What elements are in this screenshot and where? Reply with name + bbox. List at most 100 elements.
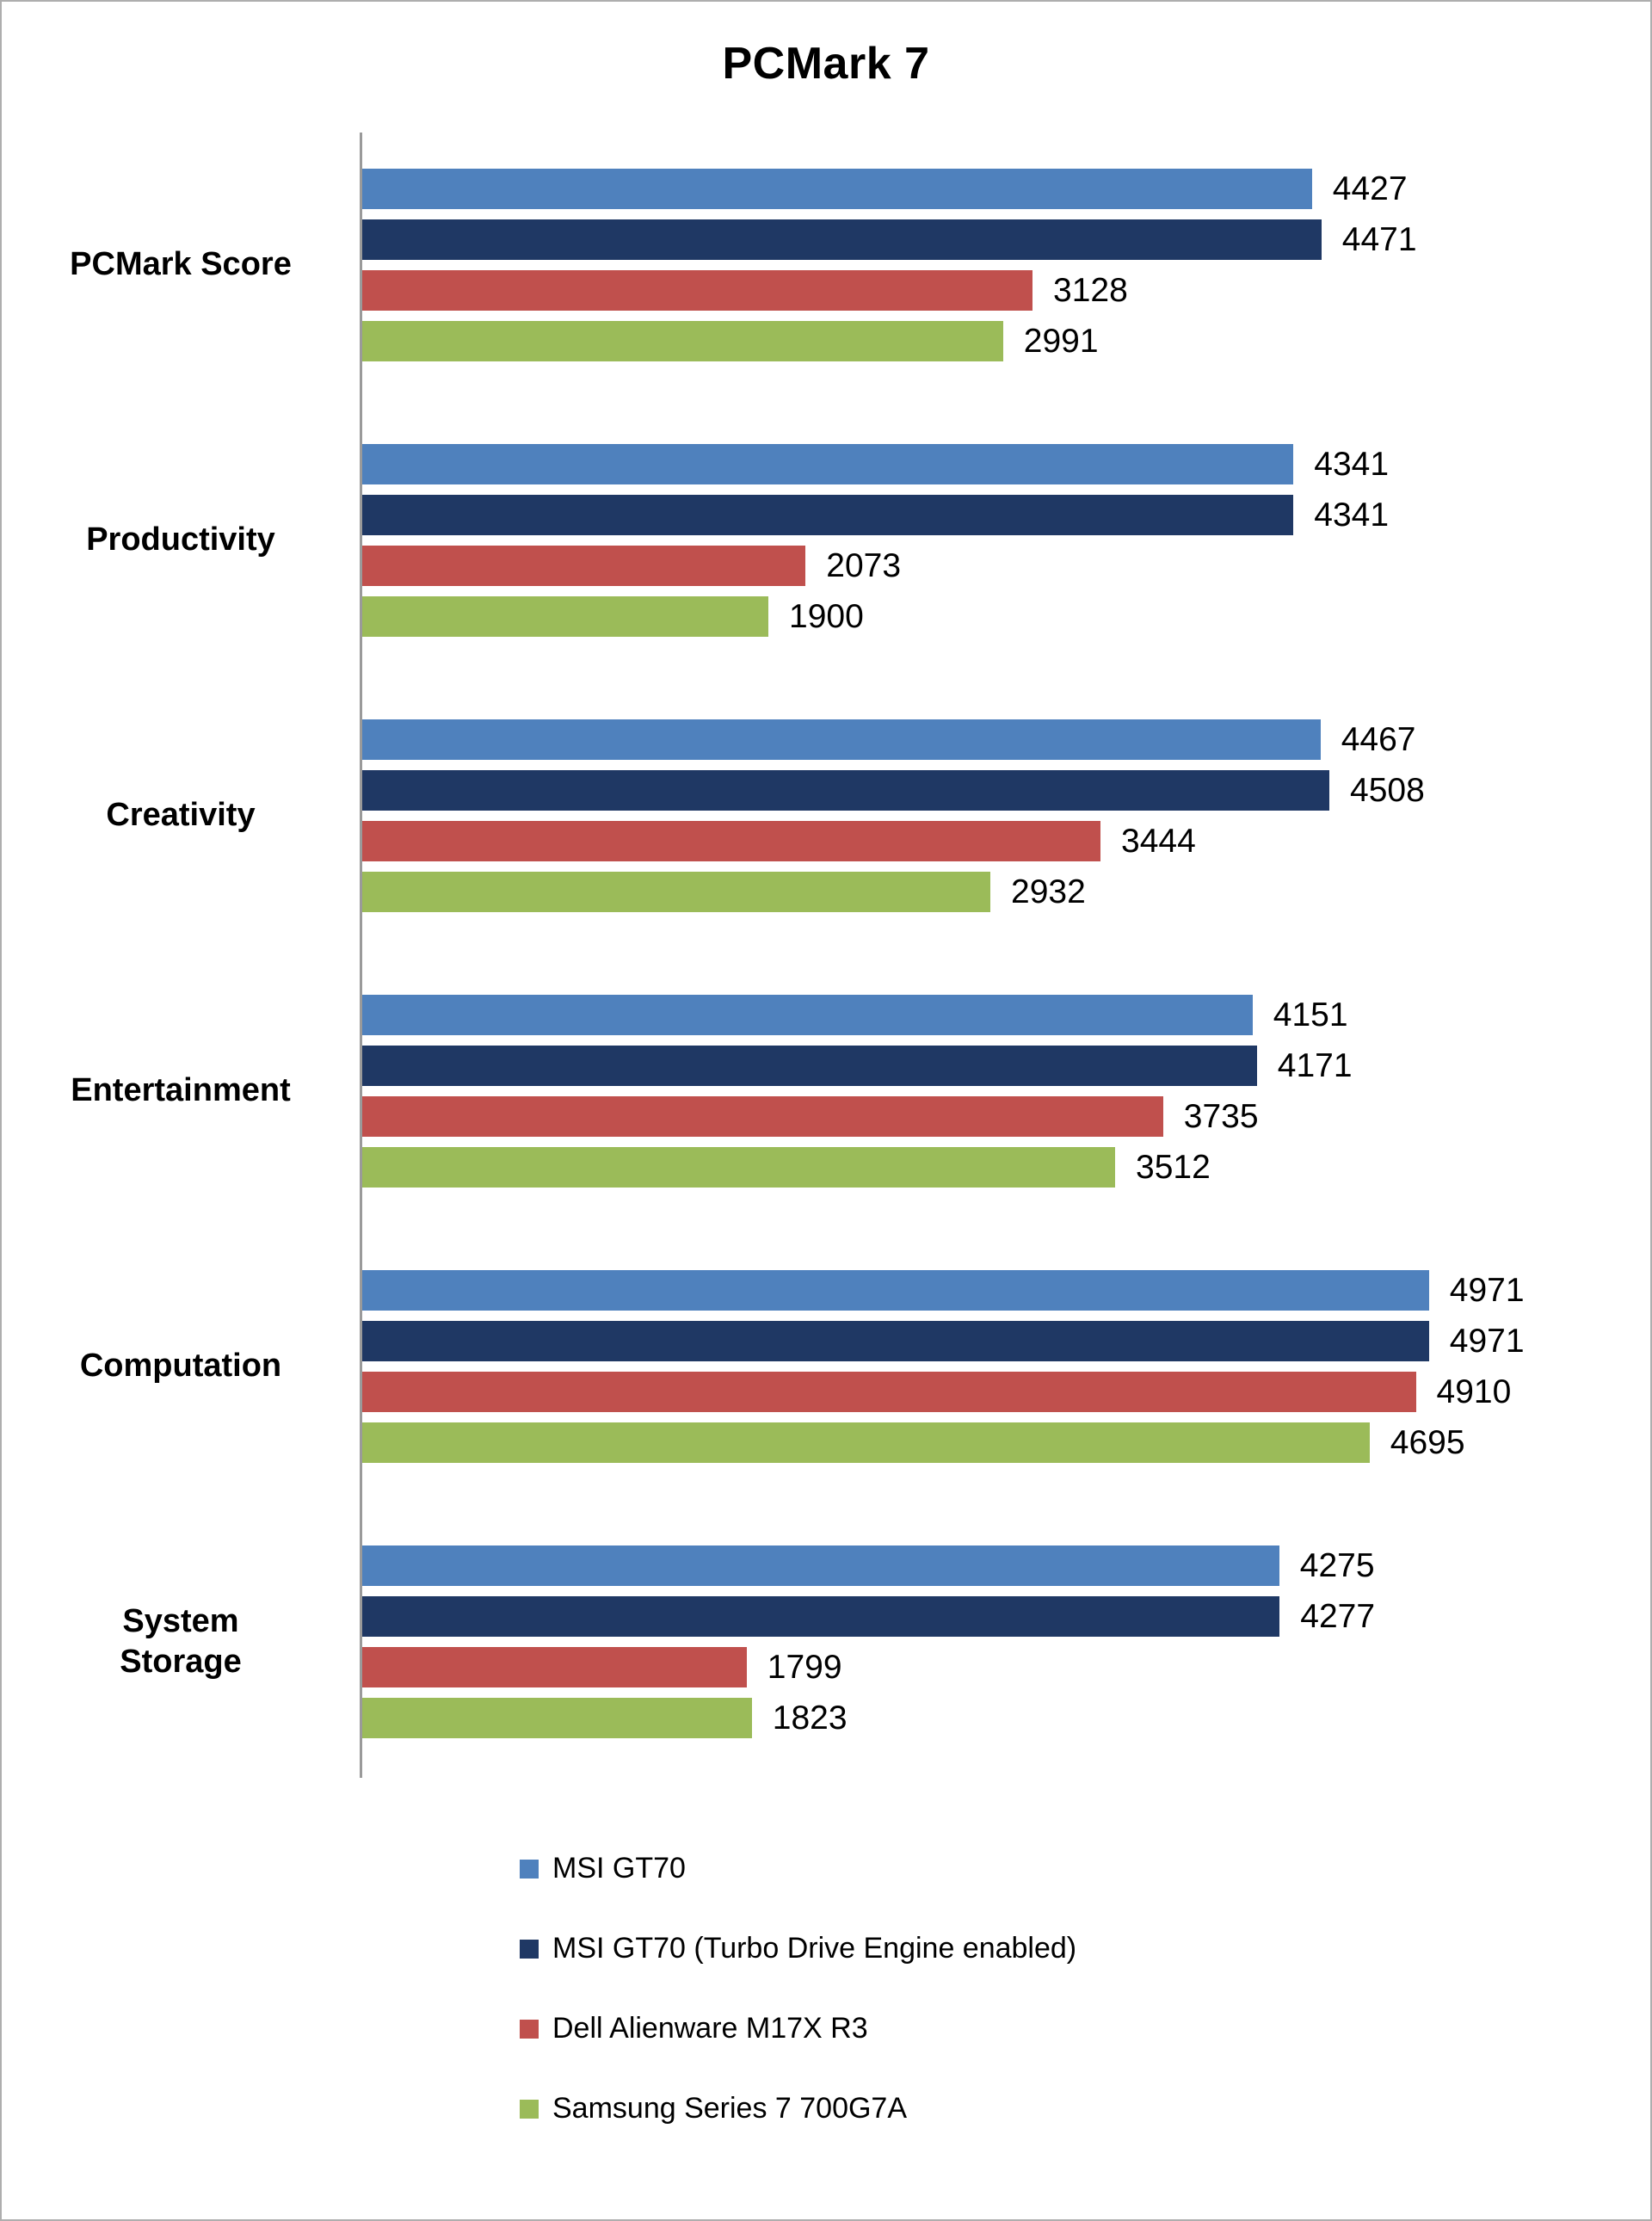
bar [360, 995, 1253, 1035]
bar-row: 4971 [360, 1321, 1650, 1361]
category-group: Creativity 4467 4508 3444 2932 [2, 719, 1650, 912]
bar [360, 444, 1294, 484]
value-label: 3128 [1053, 271, 1128, 309]
value-label: 4151 [1273, 996, 1348, 1033]
value-label: 1823 [772, 1699, 848, 1737]
bar-row: 4341 [360, 495, 1650, 535]
legend-item: Dell Alienware M17X R3 [520, 2012, 1650, 2045]
bar-group: 4275 4277 1799 1823 [360, 1545, 1650, 1738]
bar [360, 219, 1322, 260]
value-label: 4427 [1332, 170, 1408, 207]
bar-row: 4971 [360, 1270, 1650, 1311]
bar-group: 4341 4341 2073 1900 [360, 444, 1650, 637]
value-label: 4277 [1300, 1597, 1376, 1635]
bar [360, 1422, 1370, 1463]
legend-label: Samsung Series 7 700G7A [552, 2092, 908, 2125]
bar-row: 4467 [360, 719, 1650, 760]
bar-group: 4427 4471 3128 2991 [360, 169, 1650, 361]
legend-label: Dell Alienware M17X R3 [552, 2012, 868, 2045]
legend-label: MSI GT70 (Turbo Drive Engine enabled) [552, 1932, 1077, 1965]
bar-row: 4471 [360, 219, 1650, 260]
value-label: 2073 [826, 546, 902, 584]
bar [360, 1698, 752, 1738]
value-label: 4341 [1314, 496, 1390, 534]
bar [360, 1545, 1279, 1586]
value-label: 4971 [1449, 1271, 1525, 1309]
category-label: PCMark Score [70, 246, 292, 283]
bar [360, 596, 768, 637]
value-label: 2932 [1011, 873, 1086, 910]
bar-row: 3444 [360, 821, 1650, 861]
bar-row: 4171 [360, 1046, 1650, 1086]
value-label: 3444 [1121, 822, 1196, 860]
bar [360, 1321, 1429, 1361]
bar-row: 4341 [360, 444, 1650, 484]
bar [360, 770, 1329, 811]
bar [360, 1596, 1280, 1637]
bar [360, 1096, 1163, 1137]
chart-title: PCMark 7 [722, 39, 930, 89]
value-label: 1900 [789, 597, 864, 635]
bar-group: 4467 4508 3444 2932 [360, 719, 1650, 912]
value-label: 2991 [1023, 322, 1099, 360]
value-label: 1799 [767, 1648, 842, 1686]
plot-area: PCMark Score 4427 4471 3128 2991 Productivity… [2, 133, 1650, 1778]
bar [360, 270, 1032, 311]
category-label: System Storage [120, 1602, 242, 1681]
bar-row: 1799 [360, 1647, 1650, 1687]
bar [360, 169, 1312, 209]
category-group: System Storage 4275 4277 1799 1823 [2, 1545, 1650, 1738]
category-label: Computation [79, 1348, 282, 1385]
value-label: 4341 [1314, 445, 1390, 483]
bar-row: 3128 [360, 270, 1650, 311]
legend-item: MSI GT70 (Turbo Drive Engine enabled) [520, 1932, 1650, 1965]
bar-group: 4151 4171 3735 3512 [360, 995, 1650, 1188]
legend-swatch [520, 2019, 539, 2039]
legend-swatch [520, 2099, 539, 2119]
bar [360, 872, 990, 912]
bar-group: 4971 4971 4910 4695 [360, 1270, 1650, 1463]
bar-row: 4427 [360, 169, 1650, 209]
legend-label: MSI GT70 [552, 1852, 686, 1885]
bar-row: 1823 [360, 1698, 1650, 1738]
legend-item: Samsung Series 7 700G7A [520, 2092, 1650, 2125]
category-label: Productivity [86, 521, 275, 558]
value-label: 4467 [1341, 720, 1416, 758]
bar [360, 1270, 1429, 1311]
bar-row: 4910 [360, 1372, 1650, 1412]
bar-row: 2932 [360, 872, 1650, 912]
category-group: Productivity 4341 4341 2073 1900 [2, 444, 1650, 637]
category-group: Computation 4971 4971 4910 4695 [2, 1270, 1650, 1463]
value-label: 4910 [1436, 1373, 1512, 1410]
bar-row: 4151 [360, 995, 1650, 1035]
legend-item: MSI GT70 [520, 1852, 1650, 1885]
category-group: PCMark Score 4427 4471 3128 2991 [2, 169, 1650, 361]
value-label: 4171 [1277, 1046, 1353, 1084]
bar [360, 1647, 747, 1687]
bar-row: 4275 [360, 1545, 1650, 1586]
bar-row: 3735 [360, 1096, 1650, 1137]
value-label: 4695 [1390, 1423, 1465, 1461]
value-label: 4508 [1350, 771, 1425, 809]
category-group: Entertainment 4151 4171 3735 3512 [2, 995, 1650, 1188]
bar-row: 3512 [360, 1147, 1650, 1188]
bar [360, 719, 1321, 760]
bar [360, 1147, 1115, 1188]
bar-row: 4508 [360, 770, 1650, 811]
bar [360, 1372, 1416, 1412]
legend: MSI GT70 MSI GT70 (Turbo Drive Engine ena… [520, 1852, 1650, 2125]
bar [360, 546, 806, 586]
category-label: Creativity [106, 797, 256, 834]
value-label: 3512 [1136, 1148, 1211, 1186]
bar [360, 321, 1003, 361]
value-label: 4471 [1341, 220, 1417, 258]
bar-row: 2991 [360, 321, 1650, 361]
value-label: 4971 [1449, 1322, 1525, 1360]
bar-row: 4695 [360, 1422, 1650, 1463]
category-label: Entertainment [71, 1072, 291, 1109]
y-axis-line [360, 133, 362, 1778]
value-label: 4275 [1299, 1546, 1375, 1584]
bar-row: 1900 [360, 596, 1650, 637]
legend-swatch [520, 1939, 539, 1959]
